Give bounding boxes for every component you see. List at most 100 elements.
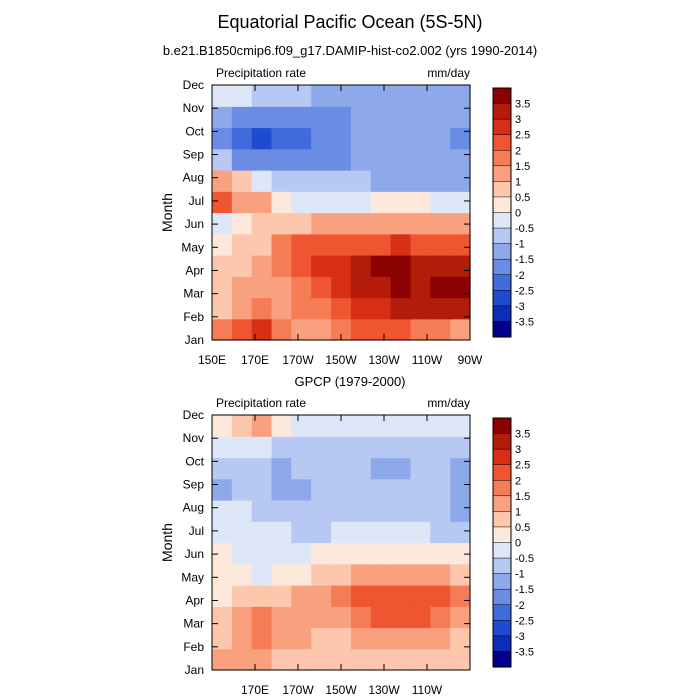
heatmap-cell: [410, 606, 431, 629]
heatmap-cell: [231, 297, 253, 320]
heatmap-cell: [390, 127, 412, 150]
heatmap-cell: [251, 478, 273, 501]
heatmap-cell: [390, 436, 412, 459]
heatmap-cell: [251, 148, 273, 171]
heatmap-cell: [410, 478, 431, 501]
heatmap-cell: [410, 106, 431, 129]
y-tick-label: Jan: [185, 333, 204, 347]
heatmap-cell: [291, 106, 312, 129]
heatmap-cell: [212, 318, 233, 341]
heatmap-cell: [350, 191, 372, 214]
colorbar-swatch: [492, 227, 512, 245]
heatmap-cell: [231, 255, 253, 277]
heatmap-cell: [271, 191, 292, 214]
heatmap-cell: [311, 585, 332, 607]
heatmap-cell: [450, 276, 471, 299]
colorbar-label: 1.5: [515, 161, 530, 173]
heatmap-cell: [311, 170, 332, 192]
heatmap-cell: [271, 585, 292, 607]
y-tick-label: Oct: [185, 454, 204, 468]
heatmap-cell: [390, 521, 412, 544]
heatmap-cell: [291, 170, 312, 192]
heatmap-cell: [390, 542, 412, 565]
heatmap-cell: [350, 170, 372, 192]
heatmap-cell: [271, 606, 292, 629]
heatmap-cell: [271, 127, 292, 150]
heatmap-cell: [350, 148, 372, 171]
heatmap-cell: [450, 191, 471, 214]
heatmap-cell: [212, 255, 233, 277]
heatmap-cell: [231, 627, 253, 650]
heatmap-cell: [212, 648, 233, 671]
heatmap-cell: [450, 606, 471, 629]
heatmap-cell: [251, 233, 273, 256]
heatmap-cell: [291, 436, 312, 459]
panel-2-title: GPCP (1979-2000): [294, 374, 406, 389]
colorbar-label: -0.5: [515, 553, 534, 565]
colorbar-swatch: [492, 103, 512, 120]
heatmap-cell: [430, 521, 451, 544]
x-tick-label: 130W: [368, 683, 400, 697]
heatmap-cell: [450, 648, 471, 671]
y-tick-label: Dec: [183, 78, 204, 92]
heatmap-cell: [231, 85, 253, 107]
y-tick-label: May: [181, 570, 204, 584]
heatmap-cell: [331, 436, 352, 459]
colorbar-swatch: [492, 542, 512, 559]
heatmap-cell: [450, 500, 471, 522]
x-tick-label: 130W: [368, 353, 400, 367]
colorbar-label: 2.5: [515, 460, 530, 472]
colorbar-swatch: [492, 196, 512, 214]
y-tick-label: Feb: [183, 640, 204, 654]
heatmap-cell: [410, 500, 431, 522]
colorbar-label: -3: [515, 631, 525, 643]
heatmap-cell: [430, 585, 451, 607]
heatmap-cell: [390, 563, 412, 586]
heatmap-cell: [390, 170, 412, 192]
heatmap-cell: [331, 297, 352, 320]
heatmap-cell: [350, 255, 372, 277]
colorbar-swatch: [492, 212, 512, 229]
heatmap-cell: [370, 415, 392, 437]
heatmap-cell: [231, 233, 253, 256]
y-tick-label: Mar: [183, 617, 204, 631]
heatmap-cell: [410, 297, 431, 320]
heatmap-cell: [410, 563, 431, 586]
colorbar-swatch: [492, 604, 512, 621]
heatmap-cell: [350, 106, 372, 129]
heatmap-cell: [410, 127, 431, 150]
y-tick-label: Nov: [183, 101, 204, 115]
heatmap-cell: [370, 255, 392, 277]
heatmap-cell: [291, 606, 312, 629]
heatmap-cell: [410, 627, 431, 650]
heatmap-cell: [430, 148, 451, 171]
heatmap-cell: [291, 127, 312, 150]
heatmap-cell: [430, 318, 451, 341]
heatmap-cell: [410, 148, 431, 171]
heatmap-cell: [271, 542, 292, 565]
colorbar-swatch: [492, 526, 512, 544]
colorbar-label: -1: [515, 239, 525, 251]
colorbar-swatch: [492, 274, 512, 291]
heatmap-cell: [212, 563, 233, 586]
x-tick-label: 170W: [282, 353, 314, 367]
y-tick-label: Sep: [183, 478, 205, 492]
units-label: mm/day: [427, 66, 470, 80]
heatmap-cell: [291, 563, 312, 586]
heatmap-cell: [212, 85, 233, 107]
heatmap-cell: [430, 606, 451, 629]
heatmap-cell: [212, 542, 233, 565]
heatmap-cell: [430, 415, 451, 437]
heatmap-cell: [331, 233, 352, 256]
heatmap-cell: [291, 542, 312, 565]
colorbar-label: 0.5: [515, 522, 530, 534]
heatmap-cell: [370, 106, 392, 129]
heatmap-cell: [350, 648, 372, 671]
heatmap-cell: [251, 521, 273, 544]
heatmap-cell: [390, 627, 412, 650]
y-tick-label: Dec: [183, 408, 204, 422]
colorbar-label: 2: [515, 145, 521, 157]
heatmap-cell: [390, 478, 412, 501]
heatmap-cell: [311, 212, 332, 235]
